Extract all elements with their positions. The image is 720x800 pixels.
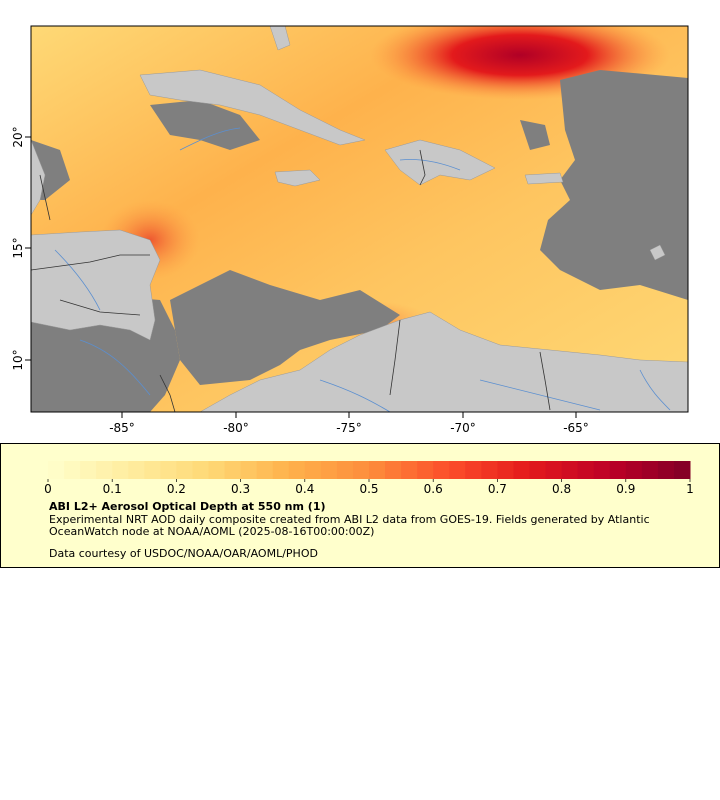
- color-bar-tick-label: 0.2: [167, 482, 186, 496]
- color-bar-segment: [288, 461, 306, 479]
- color-bar-segment: [465, 461, 482, 479]
- south-america: [199, 311, 688, 412]
- color-bar-segment: [320, 461, 338, 479]
- color-bar-tick-label: 0.6: [424, 482, 443, 496]
- color-bar-segment: [385, 461, 402, 479]
- legend-description: Experimental NRT AOD daily composite cre…: [49, 513, 650, 538]
- lat-tick-label: 10°: [11, 349, 25, 370]
- color-bar-segment: [625, 461, 643, 479]
- puerto-rico: [524, 172, 564, 185]
- color-bar-segment: [673, 461, 691, 479]
- color-bar-segment: [657, 461, 675, 479]
- lat-tick-label: 20°: [11, 126, 25, 147]
- color-bar-segment: [529, 461, 547, 479]
- color-bar-tick-label: 0.8: [552, 482, 571, 496]
- color-bar-segment: [64, 461, 81, 479]
- color-bar-segment: [272, 461, 290, 479]
- color-bar-segment: [304, 461, 322, 479]
- color-bar-segment: [609, 461, 627, 479]
- color-bar: [48, 461, 691, 479]
- color-bar-segment: [176, 461, 193, 479]
- color-bar-segment: [96, 461, 113, 479]
- color-bar-tick-label: 0.7: [488, 482, 507, 496]
- color-bar-tick-label: 0.1: [103, 482, 122, 496]
- color-bar-segment: [144, 461, 161, 479]
- color-bar-segment: [160, 461, 177, 479]
- central-america: [31, 229, 161, 341]
- latitude-axis: 20° 15° 10°: [11, 126, 31, 371]
- lon-tick-label: -65°: [563, 421, 589, 435]
- color-bar-segment: [48, 461, 65, 479]
- land-masses: [31, 26, 688, 412]
- lon-tick-label: -85°: [109, 421, 135, 435]
- color-bar-tick-label: 1: [686, 482, 694, 496]
- color-bar-segment: [208, 461, 226, 479]
- color-bar-tick-label: 0.3: [231, 482, 250, 496]
- color-bar-tick-label: 0.4: [295, 482, 314, 496]
- color-bar-segment: [593, 461, 611, 479]
- color-bar-segment: [192, 461, 209, 479]
- florida-bahamas: [269, 26, 291, 51]
- color-bar-segment: [449, 461, 466, 479]
- color-bar-segment: [481, 461, 498, 479]
- color-bar-segment: [240, 461, 258, 479]
- lon-tick-label: -75°: [336, 421, 362, 435]
- lon-tick-label: -80°: [223, 421, 249, 435]
- color-bar-segment: [577, 461, 595, 479]
- hispaniola: [384, 139, 496, 186]
- color-bar-segment: [80, 461, 97, 479]
- lat-tick-label: 15°: [11, 237, 25, 258]
- color-bar-segment: [513, 461, 530, 479]
- map-panel: -85° -80° -75° -70° -65° 20° 15° 10°: [11, 25, 689, 435]
- lesser-antilles: [649, 244, 666, 261]
- map-frame-border: [30, 25, 689, 413]
- lon-tick-label: -70°: [450, 421, 476, 435]
- color-bar-segment: [224, 461, 242, 479]
- cuba: [139, 69, 366, 146]
- longitude-axis: -85° -80° -75° -70° -65°: [109, 412, 589, 435]
- country-borders: [31, 149, 551, 412]
- color-bar-segment: [641, 461, 659, 479]
- color-bar-segment: [256, 461, 274, 479]
- color-scale: 0 0.1 0.2 0.3 0.4 0.5 0.6 0.7 0.8 0.9 1: [44, 461, 694, 496]
- color-bar-segment: [336, 461, 354, 479]
- color-bar-tick-label: 0.5: [359, 482, 378, 496]
- legend-credit: Data courtesy of USDOC/NOAA/OAR/AOML/PHO…: [49, 547, 318, 560]
- aod-map: -85° -80° -75° -70° -65° 20° 15° 10°: [11, 25, 689, 435]
- color-bar-segment: [128, 461, 145, 479]
- color-bar-segment: [433, 461, 450, 479]
- color-bar-segment: [112, 461, 129, 479]
- color-bar-segment: [417, 461, 434, 479]
- color-bar-segment: [369, 461, 386, 479]
- color-bar-ticks: 0 0.1 0.2 0.3 0.4 0.5 0.6 0.7 0.8 0.9 1: [44, 479, 694, 496]
- yucatan: [31, 139, 46, 216]
- jamaica: [274, 169, 321, 187]
- color-bar-segment: [401, 461, 418, 479]
- color-bar-segment: [352, 461, 370, 479]
- rivers: [54, 127, 671, 412]
- color-bar-tick-label: 0.9: [616, 482, 635, 496]
- legend-panel: 0 0.1 0.2 0.3 0.4 0.5 0.6 0.7 0.8 0.9 1 ABI L2+ Ae…: [0, 443, 720, 568]
- color-bar-tick-label: 0: [44, 482, 52, 496]
- color-bar-segment: [497, 461, 514, 479]
- color-bar-segment: [561, 461, 579, 479]
- legend-title: ABI L2+ Aerosol Optical Depth at 550 nm …: [49, 500, 326, 513]
- color-bar-segment: [545, 461, 563, 479]
